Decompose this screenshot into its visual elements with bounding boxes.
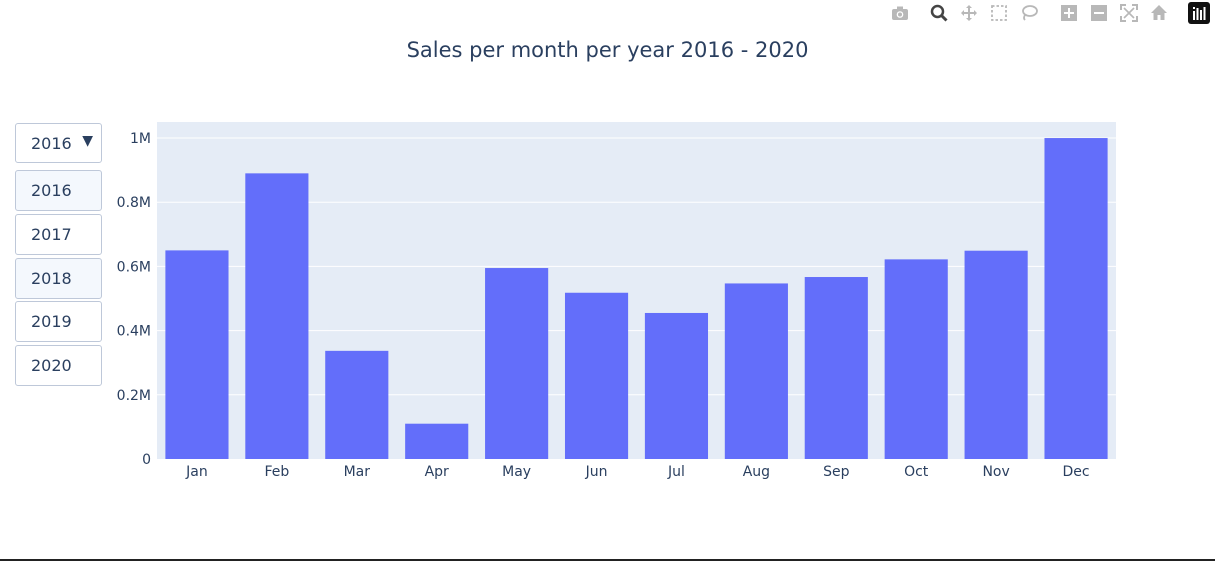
dropdown-option-2020[interactable]: 2020: [15, 345, 102, 386]
dropdown-option-2018[interactable]: 2018: [15, 258, 102, 299]
option-label: 2018: [31, 269, 72, 288]
zoom-in-icon[interactable]: [1058, 2, 1080, 24]
option-label: 2016: [31, 181, 72, 200]
bar-dec[interactable]: [1044, 138, 1108, 460]
y-tick-label: 0: [142, 452, 151, 468]
home-icon[interactable]: [1148, 2, 1170, 24]
x-tick-label: Nov: [982, 464, 1009, 480]
bar-may[interactable]: [485, 268, 549, 459]
x-tick-label: Jun: [585, 464, 608, 480]
bar-aug[interactable]: [724, 283, 788, 459]
option-label: 2020: [31, 356, 72, 375]
plot-area: [157, 122, 1116, 459]
bar-jun[interactable]: [564, 292, 629, 459]
bar-jul[interactable]: [644, 312, 709, 459]
year-dropdown[interactable]: 2016 ▼: [15, 123, 102, 163]
x-tick-label: Aug: [743, 464, 770, 480]
option-label: 2019: [31, 312, 72, 331]
y-tick-label: 1M: [130, 131, 151, 147]
option-label: 2017: [31, 225, 72, 244]
dropdown-selected-value: 2016: [31, 134, 72, 153]
x-tick-label: Oct: [904, 464, 929, 480]
x-tick-label: Sep: [823, 464, 850, 480]
y-tick-label: 0.8M: [117, 195, 151, 211]
dropdown-option-2019[interactable]: 2019: [15, 301, 102, 342]
x-tick-label: Dec: [1062, 464, 1089, 480]
y-tick-label: 0.6M: [117, 259, 151, 275]
x-tick-label: Mar: [344, 464, 371, 480]
x-tick-label: Feb: [264, 464, 289, 480]
lasso-icon[interactable]: [1018, 2, 1040, 24]
bar-jan[interactable]: [165, 250, 229, 459]
chevron-down-icon: ▼: [82, 133, 93, 149]
zoom-icon[interactable]: [928, 2, 950, 24]
y-tick-label: 0.4M: [117, 324, 151, 340]
x-tick-label: Jan: [185, 464, 208, 480]
x-tick-label: Apr: [425, 464, 449, 480]
x-tick-label: May: [502, 464, 531, 480]
chart-title: Sales per month per year 2016 - 2020: [406, 38, 809, 62]
autoscale-icon[interactable]: [1118, 2, 1140, 24]
dropdown-option-2016[interactable]: 2016: [15, 170, 102, 211]
bar-nov[interactable]: [964, 250, 1028, 459]
bar-mar[interactable]: [325, 350, 389, 459]
plotly-logo-icon[interactable]: [1188, 2, 1210, 24]
dropdown-option-2017[interactable]: 2017: [15, 214, 102, 255]
divider: [0, 559, 1215, 561]
pan-icon[interactable]: [958, 2, 980, 24]
bar-sep[interactable]: [804, 277, 868, 459]
bar-feb[interactable]: [245, 173, 309, 459]
bar-oct[interactable]: [884, 259, 948, 459]
y-tick-label: 0.2M: [117, 388, 151, 404]
zoom-out-icon[interactable]: [1088, 2, 1110, 24]
box-select-icon[interactable]: [988, 2, 1010, 24]
camera-icon[interactable]: [889, 2, 911, 24]
bar-apr[interactable]: [405, 423, 469, 459]
x-tick-label: Jul: [667, 464, 685, 480]
